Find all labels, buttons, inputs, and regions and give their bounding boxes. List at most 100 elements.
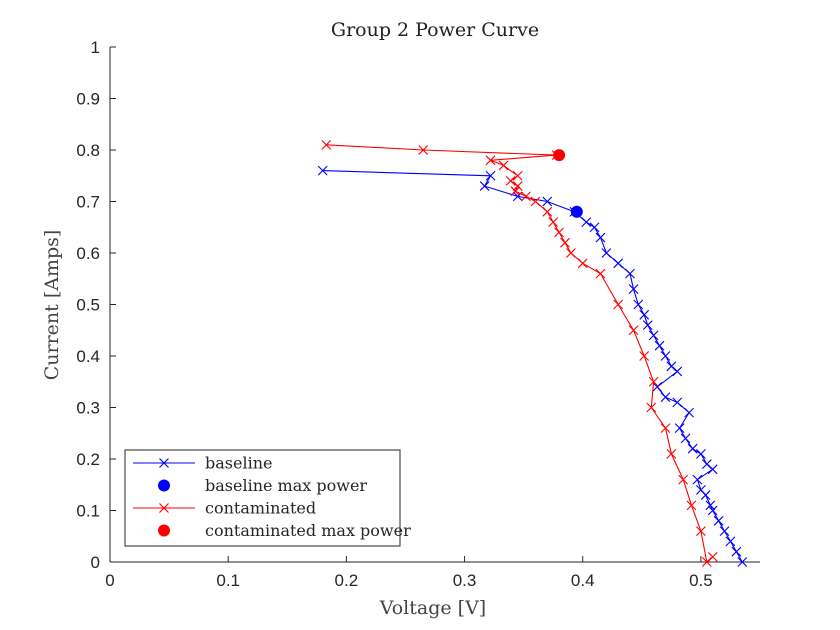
data-point-baseline [707, 464, 718, 475]
data-point-contaminated [530, 196, 541, 207]
max-power-point-contaminated-max-power [553, 149, 566, 162]
y-tick-label: 0.6 [76, 244, 100, 263]
data-point-contaminated [686, 500, 697, 511]
data-point-baseline [692, 474, 703, 485]
y-tick-label: 0 [91, 553, 100, 572]
y-tick-label: 0.1 [76, 502, 100, 521]
data-point-baseline [719, 526, 730, 536]
data-point-baseline [595, 232, 606, 243]
data-point-contaminated [560, 237, 570, 248]
data-point-baseline [687, 443, 698, 454]
y-tick-label: 0.3 [76, 399, 100, 418]
data-point-contaminated [548, 217, 559, 227]
data-point-baseline [660, 392, 671, 403]
data-point-baseline [639, 309, 650, 320]
series-layer [317, 139, 748, 567]
data-point-contaminated [595, 268, 606, 279]
data-point-contaminated [707, 551, 718, 562]
y-axis-ticks: 0 0.1 0.2 0.3 0.4 0.5 0.6 0.7 0.8 0.9 1 [76, 38, 116, 572]
legend-marker-baseline [159, 458, 169, 468]
data-point-contaminated [510, 186, 521, 197]
chart-title: Group 2 Power Curve [331, 19, 539, 41]
data-point-baseline [633, 299, 644, 310]
data-point-contaminated [613, 299, 624, 310]
data-point-baseline [642, 320, 653, 330]
data-point-baseline [542, 196, 553, 207]
data-point-contaminated [498, 160, 509, 171]
data-point-baseline [485, 170, 496, 181]
data-point-contaminated [666, 448, 677, 459]
legend: baseline baseline max power contaminated co… [124, 449, 411, 547]
y-tick-label: 0.8 [76, 141, 100, 160]
series-baseline [317, 165, 748, 567]
data-point-contaminated [418, 145, 429, 155]
data-point-baseline [684, 407, 694, 418]
data-point-baseline [317, 165, 328, 176]
x-axis-label: Voltage [V] [379, 597, 486, 619]
data-point-contaminated [639, 351, 650, 361]
data-point-baseline [601, 248, 612, 258]
data-point-baseline [660, 351, 671, 361]
data-point-contaminated [648, 376, 659, 387]
data-point-baseline [680, 433, 691, 444]
data-point-contaminated [505, 176, 516, 186]
y-axis-label: Current [Amps] [41, 230, 63, 381]
y-tick-label: 0.2 [76, 450, 100, 469]
data-point-baseline [625, 268, 635, 279]
legend-box [124, 449, 401, 547]
data-point-baseline [672, 366, 683, 377]
data-point-contaminated [512, 181, 523, 191]
x-tick-label: 0.2 [335, 571, 359, 590]
data-point-baseline [589, 222, 600, 233]
legend-marker-contaminated [159, 503, 169, 513]
x-tick-label: 0.4 [571, 571, 595, 590]
data-point-contaminated [646, 402, 657, 413]
x-tick-label: 0.5 [689, 571, 713, 590]
data-point-baseline [713, 515, 724, 526]
y-tick-label: 0.9 [76, 90, 100, 109]
y-tick-label: 0.4 [76, 347, 100, 366]
x-tick-label: 0 [105, 571, 114, 590]
data-point-baseline [581, 217, 592, 227]
data-point-baseline [700, 490, 711, 500]
y-tick-label: 0.7 [76, 193, 100, 212]
data-point-contaminated [577, 258, 588, 269]
data-point-contaminated [485, 155, 496, 166]
max-power-point-baseline-max-power [570, 205, 583, 218]
data-point-baseline [696, 448, 706, 459]
series-baseline-max-power [570, 205, 583, 218]
x-axis-ticks: 0 0.1 0.2 0.3 0.4 0.5 [105, 556, 713, 590]
data-point-contaminated [660, 423, 671, 433]
x-tick-label: 0.3 [453, 571, 477, 590]
data-point-baseline [674, 423, 685, 433]
data-point-baseline [648, 330, 659, 341]
data-point-baseline [628, 284, 639, 294]
series-contaminated-max-power [553, 149, 566, 162]
legend-label-contaminated-max-power: contaminated max power [205, 521, 411, 540]
data-point-contaminated [554, 227, 564, 238]
data-point-contaminated [566, 248, 576, 258]
data-point-contaminated [521, 191, 531, 202]
data-point-contaminated [321, 139, 332, 150]
data-point-baseline [731, 546, 742, 557]
y-tick-label: 0.5 [76, 296, 100, 315]
legend-label-baseline: baseline [205, 454, 272, 473]
data-point-contaminated [696, 526, 706, 536]
y-tick-label: 1 [91, 38, 100, 57]
x-tick-label: 0.1 [216, 571, 240, 590]
data-point-baseline [705, 500, 716, 511]
legend-marker-contaminated-max-power [158, 524, 170, 537]
data-point-contaminated [628, 325, 639, 336]
legend-marker-baseline-max-power [158, 479, 170, 492]
data-point-baseline [737, 557, 748, 567]
data-point-baseline [652, 382, 663, 392]
legend-label-contaminated: contaminated [205, 499, 316, 518]
data-point-contaminated [542, 206, 553, 217]
data-point-baseline [725, 536, 736, 547]
data-point-baseline [479, 181, 490, 191]
data-point-baseline [672, 397, 683, 408]
legend-label-baseline-max-power: baseline max power [205, 476, 367, 495]
data-point-contaminated [678, 474, 689, 485]
